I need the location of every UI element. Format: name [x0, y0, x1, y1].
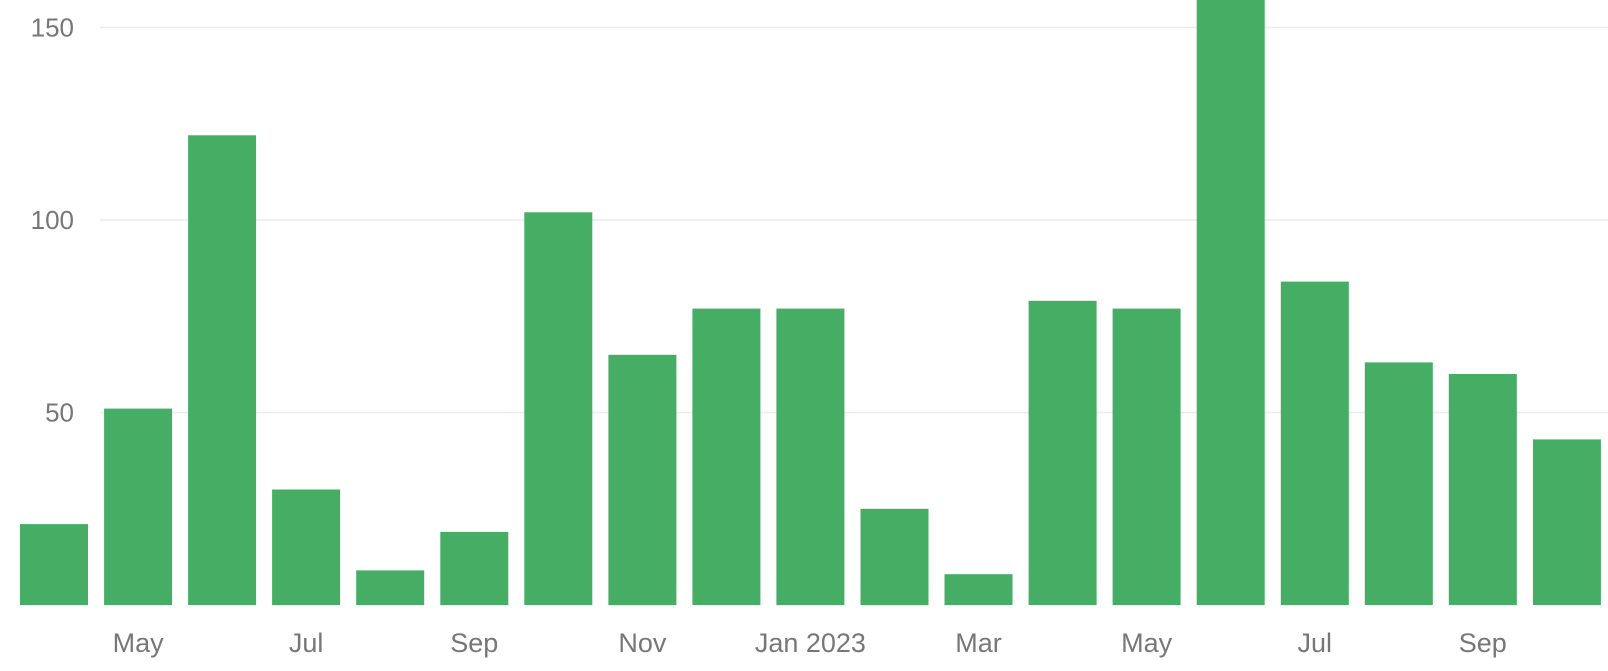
bar [608, 354, 677, 606]
bar [20, 524, 88, 605]
x-tick-label: Mar [955, 628, 1002, 658]
bar [188, 135, 257, 606]
x-tick-label: May [1121, 628, 1173, 658]
x-tick-label: May [113, 628, 165, 658]
bar [1112, 308, 1181, 605]
x-tick-label: Nov [618, 628, 667, 658]
y-axis-ticks: 50 100 150 [31, 13, 74, 428]
bar [524, 212, 593, 606]
bar [440, 531, 509, 605]
x-tick-label: Jul [289, 628, 324, 658]
x-tick-label: Jan 2023 [755, 628, 866, 658]
x-tick-label: Sep [450, 628, 498, 658]
y-tick-label: 50 [45, 398, 74, 428]
bar [860, 508, 929, 606]
bar [692, 308, 761, 605]
bar [944, 574, 1013, 605]
x-axis-ticks: May Jul Sep Nov Jan 2023 Mar May Jul Sep [113, 628, 1507, 658]
bar [1448, 374, 1517, 605]
x-tick-label: Jul [1298, 628, 1333, 658]
x-tick-label: Sep [1459, 628, 1507, 658]
bar [104, 408, 173, 605]
bar [1532, 439, 1601, 605]
gridlines [100, 26, 1608, 414]
bar [776, 308, 845, 605]
bar [272, 489, 341, 605]
bar [1364, 362, 1433, 605]
bar [356, 570, 425, 605]
bar [1028, 300, 1097, 605]
bar [1280, 281, 1349, 605]
y-tick-label: 150 [31, 13, 74, 43]
bars [20, 0, 1601, 606]
y-tick-label: 100 [31, 205, 74, 235]
bar [1196, 0, 1265, 605]
